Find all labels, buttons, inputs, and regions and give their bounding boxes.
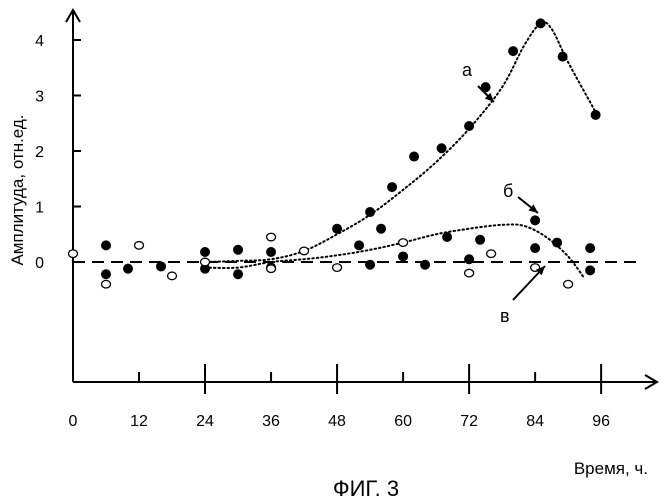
annotation-label-c: в [500, 306, 510, 326]
annotation-arrow-a [477, 85, 495, 103]
annotation-label-a: а [462, 60, 473, 80]
filled-point-series-0 [101, 269, 112, 280]
filled-point-series-0 [376, 223, 387, 234]
open-point-series-2 [133, 240, 145, 250]
x-tick-label: 96 [592, 413, 610, 430]
filled-point-series-0 [365, 207, 376, 218]
y-tick-label: 4 [35, 33, 44, 50]
filled-point-series-0 [123, 263, 134, 274]
filled-point-series-1 [464, 254, 475, 265]
open-point-series-2 [100, 279, 112, 289]
open-point-series-2 [265, 232, 277, 242]
x-tick-label: 36 [262, 413, 280, 430]
filled-point-series-1 [585, 265, 596, 276]
axes [65, 8, 659, 390]
filled-point-series-0 [101, 240, 112, 251]
filled-point-series-0 [557, 51, 568, 62]
filled-point-series-1 [365, 259, 376, 270]
filled-point-series-0 [409, 151, 420, 162]
open-point-series-2 [397, 238, 409, 248]
filled-point-series-0 [354, 240, 365, 251]
y-tick-label: 0 [35, 255, 44, 272]
open-point-series-2 [199, 257, 211, 267]
filled-point-series-0 [200, 247, 211, 258]
filled-point-series-0 [535, 18, 546, 29]
annotation-arrow-b [517, 196, 539, 214]
open-point-series-2 [485, 249, 497, 259]
fit-curves [204, 21, 597, 280]
filled-point-series-0 [436, 143, 447, 154]
filled-point-series-1 [398, 251, 409, 262]
filled-point-series-0 [480, 82, 491, 93]
filled-point-series-0 [233, 269, 244, 280]
open-point-series-2 [265, 264, 277, 274]
annotation-a: а [462, 60, 495, 103]
y-axis-arrow [65, 8, 81, 23]
annotation-label-b: б [503, 181, 513, 201]
x-tick-label: 84 [526, 413, 544, 430]
filled-point-series-0 [464, 121, 475, 132]
open-point-series-2 [67, 249, 79, 259]
x-tick-label: 48 [328, 413, 346, 430]
annotation-b: б [503, 181, 539, 214]
fit-curve-0 [204, 21, 597, 263]
x-tick-label: 24 [196, 413, 214, 430]
annotation-arrow-c [512, 265, 546, 301]
open-point-series-2 [166, 271, 178, 281]
filled-point-series-0 [156, 261, 167, 272]
open-point-series-2 [463, 268, 475, 278]
open-point-series-2 [529, 263, 541, 272]
ticks [73, 39, 603, 394]
figure-caption: ФИГ. 3 [333, 476, 399, 500]
x-tick-label: 60 [394, 413, 412, 430]
x-axis-arrow [644, 374, 659, 390]
open-point-series-2 [562, 279, 574, 289]
x-axis-title: Время, ч. [574, 459, 648, 478]
annotation-c: в [500, 265, 546, 326]
filled-point-series-0 [266, 247, 277, 258]
x-tick-label: 0 [69, 413, 78, 430]
data-points [67, 18, 601, 289]
open-point-series-2 [331, 263, 343, 272]
x-tick-label: 12 [130, 413, 148, 430]
fit-curve-1 [204, 223, 586, 280]
filled-point-series-0 [332, 223, 343, 234]
open-point-series-2 [298, 246, 310, 256]
filled-point-series-1 [585, 243, 596, 254]
filled-point-series-0 [508, 46, 519, 57]
y-axis-title: Амплитуда, отн.ед. [8, 114, 27, 265]
filled-point-series-0 [590, 109, 601, 120]
filled-point-series-1 [442, 232, 453, 243]
filled-point-series-1 [475, 234, 486, 245]
x-tick-label: 72 [460, 413, 478, 430]
filled-point-series-1 [552, 237, 563, 248]
y-tick-label: 2 [35, 144, 44, 161]
filled-point-series-1 [530, 215, 541, 226]
filled-point-series-1 [420, 259, 431, 270]
filled-point-series-0 [387, 182, 398, 193]
filled-point-series-1 [530, 243, 541, 254]
y-tick-label: 3 [35, 89, 44, 106]
filled-point-series-0 [233, 244, 244, 255]
y-tick-label: 1 [35, 200, 44, 217]
